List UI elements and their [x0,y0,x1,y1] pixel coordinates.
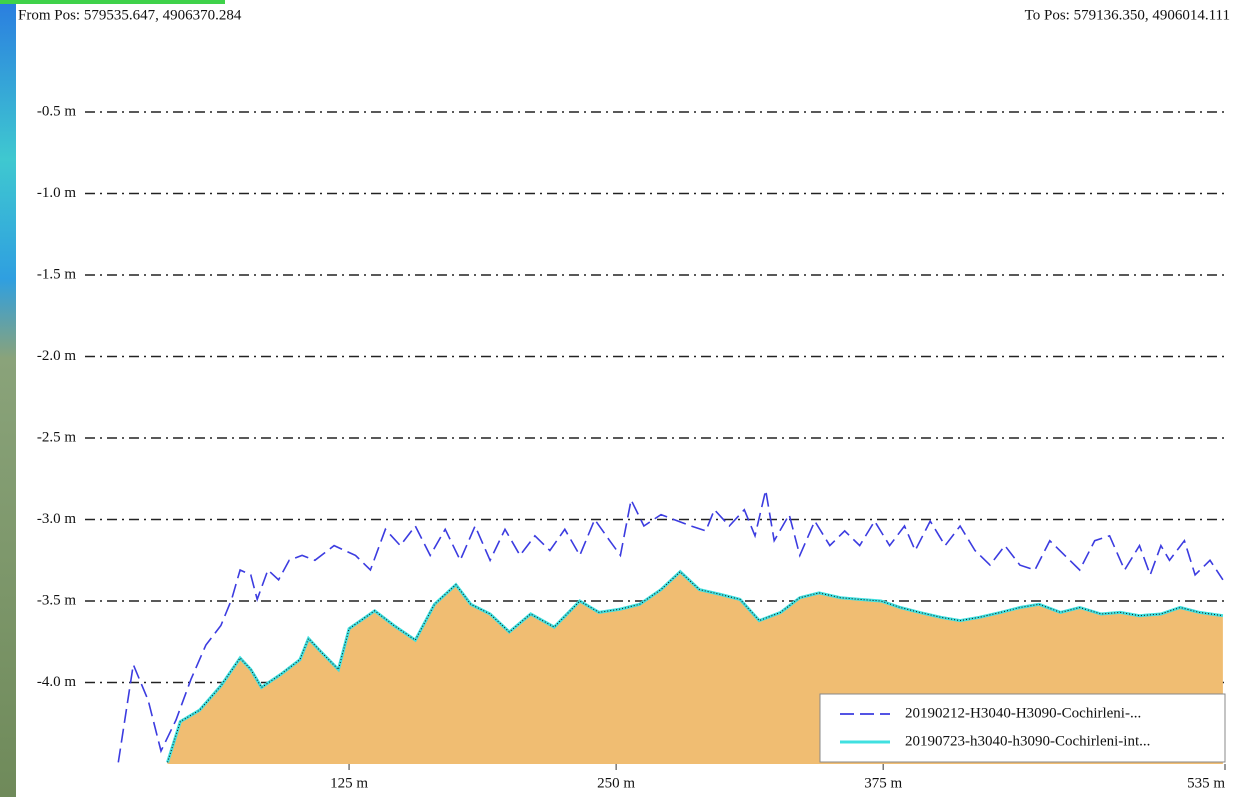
y-tick-label: -1.0 m [37,185,76,201]
y-tick-label: -2.0 m [37,348,76,364]
y-tick-label: -4.0 m [37,674,76,690]
legend-label: 20190723-h3040-h3090-Cochirleni-int... [905,733,1150,749]
legend: 20190212-H3040-H3090-Cochirleni-... 20190… [820,694,1225,762]
plot: -0.5 m -1.0 m -1.5 m -2.0 m -2.5 m -3.0 m -3.5… [37,103,1226,791]
x-tick-label: 535 m [1187,775,1225,791]
legend-label: 20190212-H3040-H3090-Cochirleni-... [905,705,1141,721]
y-tick-label: -1.5 m [37,266,76,282]
from-position: From Pos: 579535.647, 4906370.284 [18,7,242,23]
y-tick-label: -3.0 m [37,511,76,527]
map-edge [0,0,16,797]
x-tick-label: 250 m [597,775,635,791]
x-tick-label: 375 m [864,775,902,791]
x-tick-label: 125 m [330,775,368,791]
profile-view: From Pos: 579535.647, 4906370.284 To Pos… [0,0,1247,797]
y-tick-label: -3.5 m [37,592,76,608]
to-position: To Pos: 579136.350, 4906014.111 [1025,7,1230,23]
y-tick-label: -0.5 m [37,103,76,119]
y-tick-label: -2.5 m [37,429,76,445]
map-edge [0,0,225,4]
legend-box [820,694,1225,762]
